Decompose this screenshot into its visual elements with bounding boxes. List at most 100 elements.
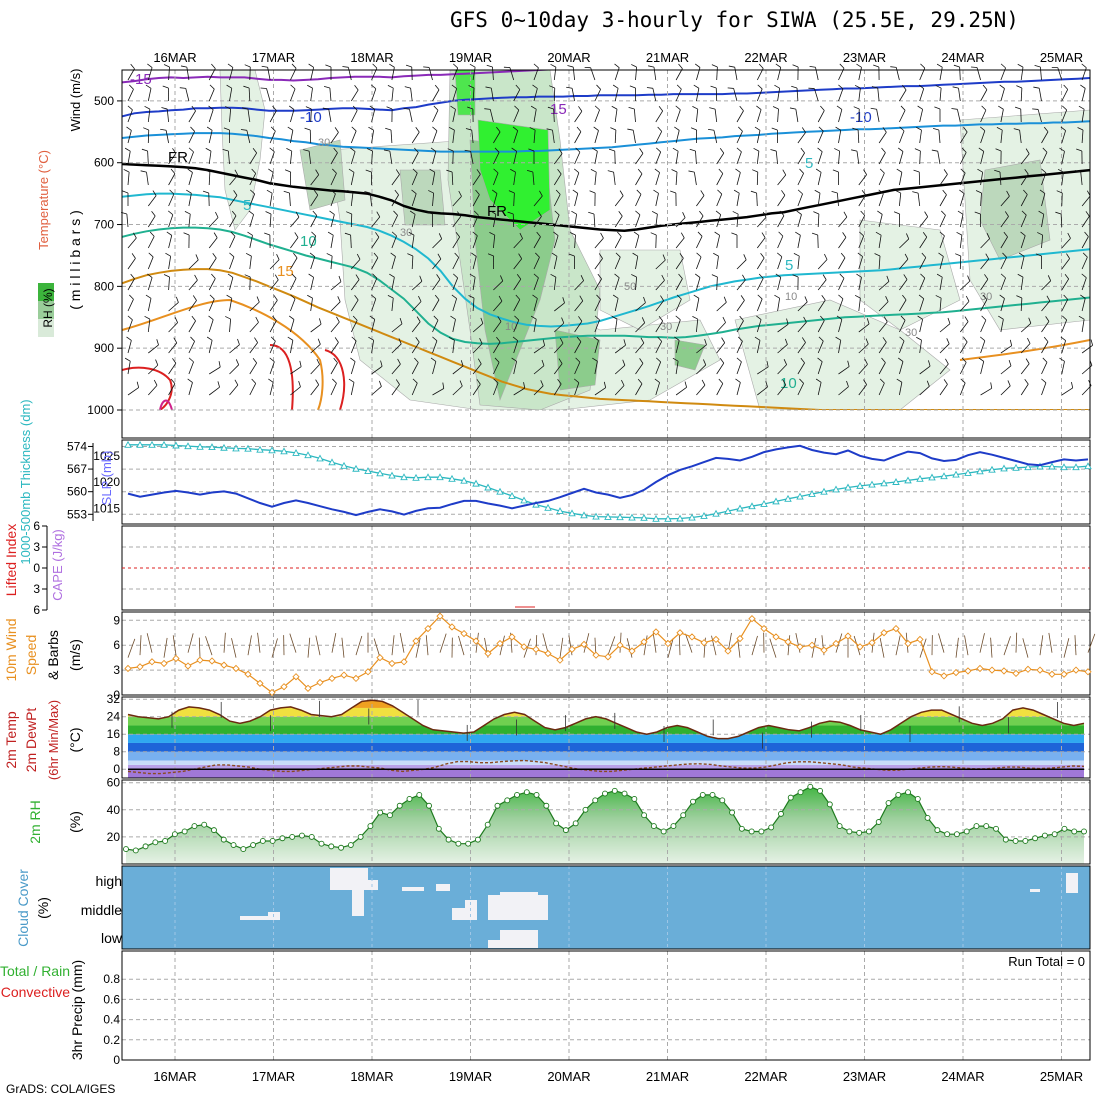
wind-barb — [472, 383, 481, 396]
cloud-block — [352, 890, 364, 916]
wind-barb — [710, 85, 717, 89]
wind-barb — [347, 67, 352, 81]
wind-barb — [858, 256, 863, 270]
wind-barb — [574, 320, 583, 333]
upper-ylabel-pressure: ( m i l l i b a r s ) — [67, 210, 83, 310]
wind-barb — [409, 210, 416, 215]
wind-speed-marker — [724, 647, 732, 655]
wind-barb — [579, 295, 584, 302]
wind-barb — [899, 151, 904, 165]
wind-barb — [619, 190, 624, 196]
thickness-marker — [508, 491, 516, 499]
wind10-ylabel-4: (m/s) — [67, 639, 83, 671]
wind-barb — [675, 68, 683, 81]
wind-barb — [838, 294, 844, 300]
wind-barb — [365, 169, 372, 173]
wind-barb — [165, 252, 171, 257]
wind-barb — [472, 343, 483, 354]
wind-speed-marker — [148, 658, 156, 666]
wind-barb — [858, 88, 861, 102]
wind-barb — [208, 315, 214, 320]
wind-barb — [407, 253, 414, 257]
wind-barb — [533, 130, 536, 144]
wind-barb — [310, 384, 320, 396]
wind-barb — [701, 379, 706, 386]
wind-barb — [838, 130, 842, 144]
temp-ylabel-2: 2m DewPt — [23, 708, 39, 773]
wind-speed-marker — [448, 623, 456, 631]
wind-barb — [1041, 378, 1047, 384]
wind-barb — [919, 277, 926, 291]
precip-tick-0.8: 0.8 — [103, 972, 120, 986]
wind-barb — [155, 359, 159, 366]
rh-marker — [181, 828, 188, 835]
wind-barb — [675, 109, 681, 123]
thickness-marker — [232, 444, 240, 452]
wind-barb — [1025, 358, 1030, 364]
wind-barb — [1081, 88, 1086, 102]
wind-barb — [985, 253, 990, 260]
isotherm-orange-extra — [122, 298, 324, 410]
wind10-barb — [223, 632, 226, 653]
wind-barb — [635, 277, 638, 291]
wind-barb — [352, 315, 358, 321]
wind10-barb — [271, 638, 278, 658]
wind-barb — [603, 381, 607, 388]
wind-barb — [452, 196, 462, 207]
wind-barb — [330, 256, 333, 270]
wind-barb — [188, 341, 195, 354]
rh-marker — [670, 823, 677, 830]
wind-barb — [635, 210, 641, 216]
wind-barb — [960, 378, 966, 384]
wind-barb — [414, 357, 419, 363]
wind-barb — [858, 194, 867, 207]
cape-tick-2: 0 — [33, 561, 40, 575]
rh-marker — [778, 810, 784, 817]
wind-barb — [1028, 317, 1032, 324]
rh-marker — [885, 800, 892, 806]
wind-barb — [369, 105, 375, 110]
wind-barb — [736, 382, 741, 396]
wind-barb — [411, 321, 421, 333]
wind-barb — [594, 278, 602, 291]
wind-barb — [166, 109, 169, 123]
thickness-marker — [496, 487, 504, 495]
wind-barb — [896, 378, 903, 383]
wind-barb — [1013, 128, 1020, 131]
wind-barb — [311, 231, 317, 237]
wind-barb — [247, 109, 251, 123]
wind-barb — [179, 87, 186, 89]
wind-barb — [838, 109, 843, 123]
thickness-marker — [1036, 462, 1044, 470]
wind-barb — [411, 301, 422, 312]
wind-barb — [614, 236, 622, 249]
wind-barb — [1061, 238, 1071, 249]
wind-barb — [982, 294, 988, 300]
wind-barb — [229, 88, 233, 102]
wind-barb — [708, 128, 715, 131]
wind-barb — [390, 130, 393, 144]
wind-barb — [614, 273, 620, 278]
wind-barb — [540, 380, 544, 386]
thickness-marker — [796, 492, 804, 500]
wind-barb — [438, 233, 443, 239]
wind10-barb — [938, 633, 945, 653]
wind10-barb — [439, 633, 447, 653]
wind-speed-marker — [916, 635, 924, 644]
thickness-marker — [676, 514, 684, 522]
wind10-barb — [307, 637, 311, 658]
wind-barb — [1020, 383, 1029, 396]
rh-marker — [680, 812, 687, 819]
wind-barb — [614, 385, 625, 396]
wind-barb — [156, 339, 159, 346]
wind-speed-marker — [232, 664, 240, 673]
wind-barb — [430, 147, 437, 152]
wind-speed-marker — [952, 668, 960, 677]
rh-marker — [905, 789, 911, 796]
wind-barb — [939, 384, 948, 396]
wind-barb — [549, 85, 555, 89]
wind-barb — [696, 215, 704, 228]
wind-barb — [771, 127, 778, 131]
wind-barb — [719, 358, 725, 364]
wind-barb — [416, 316, 421, 322]
